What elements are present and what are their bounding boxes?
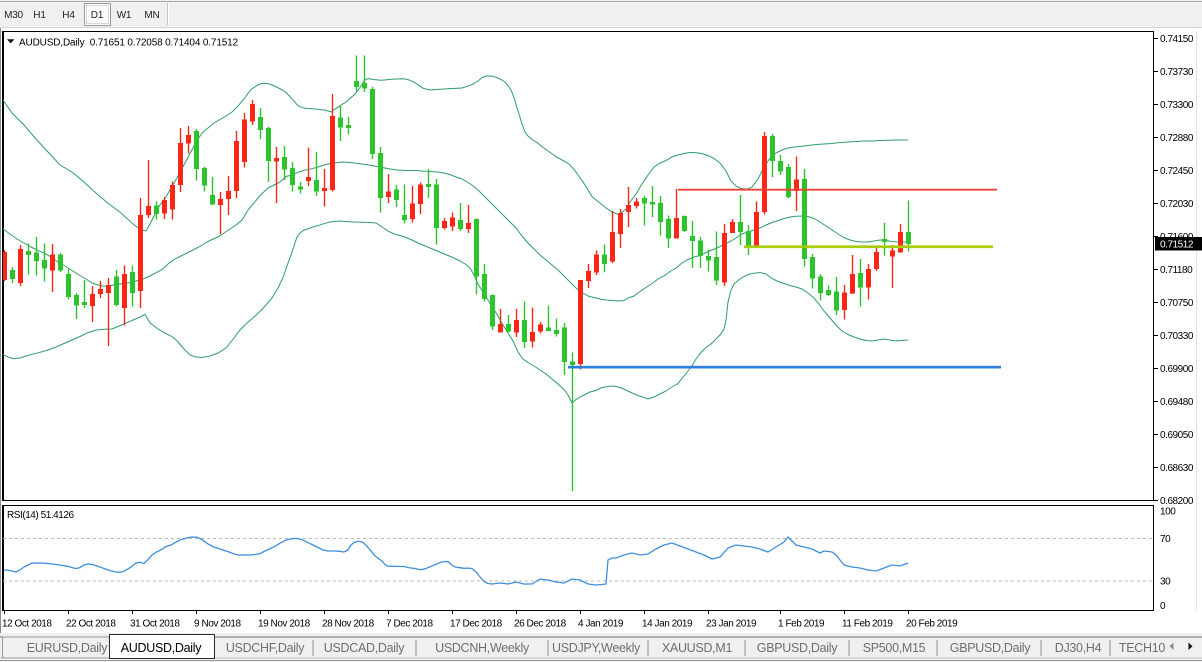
svg-text:0.72030: 0.72030 xyxy=(1160,199,1194,210)
svg-text:0.74150: 0.74150 xyxy=(1160,34,1194,45)
svg-text:0.69050: 0.69050 xyxy=(1160,430,1194,441)
svg-text:H4: H4 xyxy=(62,10,75,21)
svg-text:4 Jan 2019: 4 Jan 2019 xyxy=(578,619,624,630)
svg-text:7 Dec 2018: 7 Dec 2018 xyxy=(386,619,434,630)
svg-text:GBPUSD,Daily: GBPUSD,Daily xyxy=(757,641,838,655)
svg-text:W1: W1 xyxy=(117,10,132,21)
svg-text:M30: M30 xyxy=(4,10,23,21)
svg-text:31 Oct 2018: 31 Oct 2018 xyxy=(130,619,180,630)
svg-text:22 Oct 2018: 22 Oct 2018 xyxy=(66,619,116,630)
svg-text:SP500,M15: SP500,M15 xyxy=(863,641,926,655)
svg-text:0.69480: 0.69480 xyxy=(1160,397,1194,408)
svg-text:12 Oct 2018: 12 Oct 2018 xyxy=(2,619,52,630)
svg-text:AUDUSD,Daily 0.71651 0.72058: AUDUSD,Daily 0.71651 0.72058 0.71404 0.7… xyxy=(19,38,239,49)
svg-text:23 Jan 2019: 23 Jan 2019 xyxy=(706,619,757,630)
svg-text:0.69900: 0.69900 xyxy=(1160,364,1194,375)
svg-text:0.68200: 0.68200 xyxy=(1160,496,1194,507)
svg-text:11 Feb 2019: 11 Feb 2019 xyxy=(842,619,893,630)
svg-text:0.72880: 0.72880 xyxy=(1160,133,1194,144)
svg-text:XAUUSD,M1: XAUUSD,M1 xyxy=(662,641,733,655)
svg-text:17 Dec 2018: 17 Dec 2018 xyxy=(450,619,503,630)
svg-text:GBPUSD,Daily: GBPUSD,Daily xyxy=(950,641,1031,655)
svg-text:MN: MN xyxy=(144,10,159,21)
svg-text:USDJPY,Weekly: USDJPY,Weekly xyxy=(552,641,641,655)
svg-text:1 Feb 2019: 1 Feb 2019 xyxy=(778,619,825,630)
svg-text:H1: H1 xyxy=(33,10,46,21)
svg-text:0.72450: 0.72450 xyxy=(1160,166,1194,177)
svg-text:30: 30 xyxy=(1160,577,1171,588)
svg-text:TECH10: TECH10 xyxy=(1119,641,1165,655)
svg-text:28 Nov 2018: 28 Nov 2018 xyxy=(322,619,375,630)
svg-text:20 Feb 2019: 20 Feb 2019 xyxy=(906,619,958,630)
svg-text:USDCNH,Weekly: USDCNH,Weekly xyxy=(435,641,530,655)
svg-text:14 Jan 2019: 14 Jan 2019 xyxy=(642,619,693,630)
svg-text:USDCAD,Daily: USDCAD,Daily xyxy=(324,641,405,655)
svg-text:26 Dec 2018: 26 Dec 2018 xyxy=(514,619,567,630)
svg-text:0.71512: 0.71512 xyxy=(1160,240,1194,251)
svg-text:DJ30,H4: DJ30,H4 xyxy=(1055,641,1102,655)
svg-text:D1: D1 xyxy=(91,10,104,21)
svg-text:USDCHF,Daily: USDCHF,Daily xyxy=(226,641,305,655)
svg-text:0.70330: 0.70330 xyxy=(1160,331,1194,342)
svg-text:0.68630: 0.68630 xyxy=(1160,463,1194,474)
svg-text:0.73300: 0.73300 xyxy=(1160,100,1194,111)
svg-text:9 Nov 2018: 9 Nov 2018 xyxy=(194,619,242,630)
svg-text:RSI(14) 51.4126: RSI(14) 51.4126 xyxy=(7,510,75,521)
svg-text:70: 70 xyxy=(1160,534,1171,545)
svg-text:0.73730: 0.73730 xyxy=(1160,67,1194,78)
svg-text:100: 100 xyxy=(1160,507,1176,518)
svg-text:0.70750: 0.70750 xyxy=(1160,298,1194,309)
svg-text:19 Nov 2018: 19 Nov 2018 xyxy=(258,619,311,630)
svg-text:0.71180: 0.71180 xyxy=(1160,265,1193,276)
svg-text:AUDUSD,Daily: AUDUSD,Daily xyxy=(121,641,202,655)
svg-text:EURUSD,Daily: EURUSD,Daily xyxy=(27,641,108,655)
svg-text:0: 0 xyxy=(1160,601,1166,612)
